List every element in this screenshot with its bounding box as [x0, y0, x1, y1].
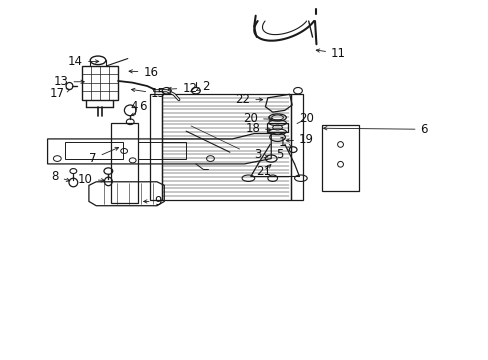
Text: 1: 1: [278, 136, 291, 149]
Text: 6: 6: [140, 100, 147, 113]
Text: 7: 7: [89, 147, 118, 165]
Text: 21: 21: [256, 165, 271, 177]
Text: 19: 19: [285, 134, 313, 147]
Text: 17: 17: [49, 87, 70, 100]
Bar: [111, 123, 137, 203]
Text: 2: 2: [196, 80, 209, 93]
Bar: [162, 94, 290, 200]
Text: 10: 10: [78, 173, 104, 186]
Text: 4: 4: [130, 100, 137, 113]
Text: 3: 3: [254, 148, 267, 162]
Text: 20: 20: [299, 112, 313, 125]
Text: 22: 22: [235, 93, 262, 106]
Bar: [290, 94, 302, 200]
Text: 15: 15: [131, 87, 166, 100]
Text: 5: 5: [275, 148, 283, 162]
Bar: [322, 125, 358, 191]
Bar: [64, 143, 122, 158]
Bar: [137, 143, 186, 158]
Text: 12: 12: [168, 82, 197, 95]
Text: 14: 14: [68, 55, 99, 68]
Text: 16: 16: [129, 66, 158, 78]
Text: 11: 11: [316, 47, 346, 60]
Text: 18: 18: [244, 122, 270, 135]
Text: 20: 20: [243, 112, 272, 125]
Text: 9: 9: [143, 195, 162, 208]
Text: 8: 8: [51, 170, 70, 183]
Bar: [149, 94, 162, 200]
Text: 13: 13: [54, 75, 84, 88]
Bar: [266, 123, 287, 132]
Text: 6: 6: [323, 123, 427, 136]
